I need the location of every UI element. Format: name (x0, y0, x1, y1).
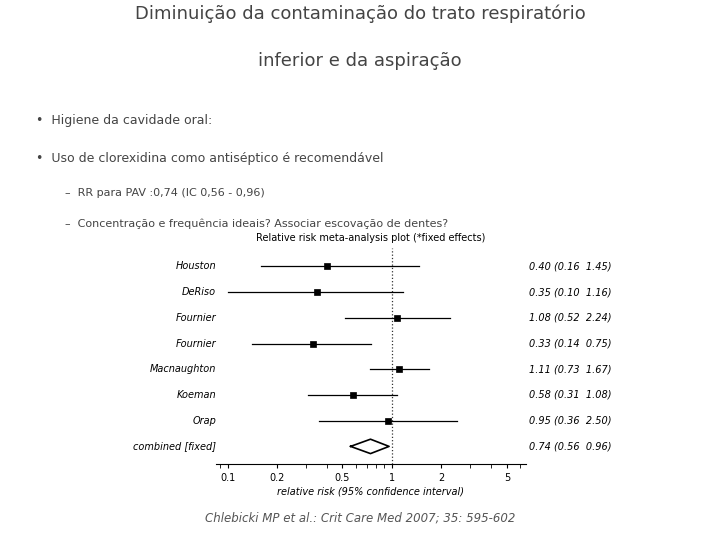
Text: Relative risk meta-analysis plot (*fixed effects): Relative risk meta-analysis plot (*fixed… (256, 233, 485, 242)
Text: DeRiso: DeRiso (182, 287, 216, 297)
Text: Houston: Houston (176, 261, 216, 272)
Text: •  Higiene da cavidade oral:: • Higiene da cavidade oral: (36, 114, 212, 127)
Text: 0.95 (0.36  2.50): 0.95 (0.36 2.50) (529, 416, 612, 426)
Text: –  RR para PAV :0,74 (IC 0,56 - 0,96): – RR para PAV :0,74 (IC 0,56 - 0,96) (65, 188, 264, 198)
Text: 0.40 (0.16  1.45): 0.40 (0.16 1.45) (529, 261, 612, 272)
Text: 0.74 (0.56  0.96): 0.74 (0.56 0.96) (529, 441, 612, 451)
Polygon shape (351, 439, 389, 454)
Text: •  Uso de clorexidina como antiséptico é recomendável: • Uso de clorexidina como antiséptico é … (36, 152, 384, 165)
Text: Macnaughton: Macnaughton (150, 364, 216, 374)
Text: Fournier: Fournier (176, 313, 216, 323)
Text: 1.11 (0.73  1.67): 1.11 (0.73 1.67) (529, 364, 612, 374)
Text: Diminuição da contaminação do trato respiratório: Diminuição da contaminação do trato resp… (135, 5, 585, 23)
Text: –  Concentração e frequência ideais? Associar escovação de dentes?: – Concentração e frequência ideais? Asso… (65, 219, 448, 229)
X-axis label: relative risk (95% confidence interval): relative risk (95% confidence interval) (277, 486, 464, 496)
Text: combined [fixed]: combined [fixed] (133, 441, 216, 451)
Text: 0.33 (0.14  0.75): 0.33 (0.14 0.75) (529, 339, 612, 348)
Text: 0.58 (0.31  1.08): 0.58 (0.31 1.08) (529, 390, 612, 400)
Text: Orap: Orap (192, 416, 216, 426)
Text: 0.35 (0.10  1.16): 0.35 (0.10 1.16) (529, 287, 612, 297)
Text: Chlebicki MP et al.: Crit Care Med 2007; 35: 595-602: Chlebicki MP et al.: Crit Care Med 2007;… (204, 512, 516, 525)
Text: Koeman: Koeman (176, 390, 216, 400)
Text: inferior e da aspiração: inferior e da aspiração (258, 52, 462, 70)
Text: Fournier: Fournier (176, 339, 216, 348)
Text: 1.08 (0.52  2.24): 1.08 (0.52 2.24) (529, 313, 612, 323)
